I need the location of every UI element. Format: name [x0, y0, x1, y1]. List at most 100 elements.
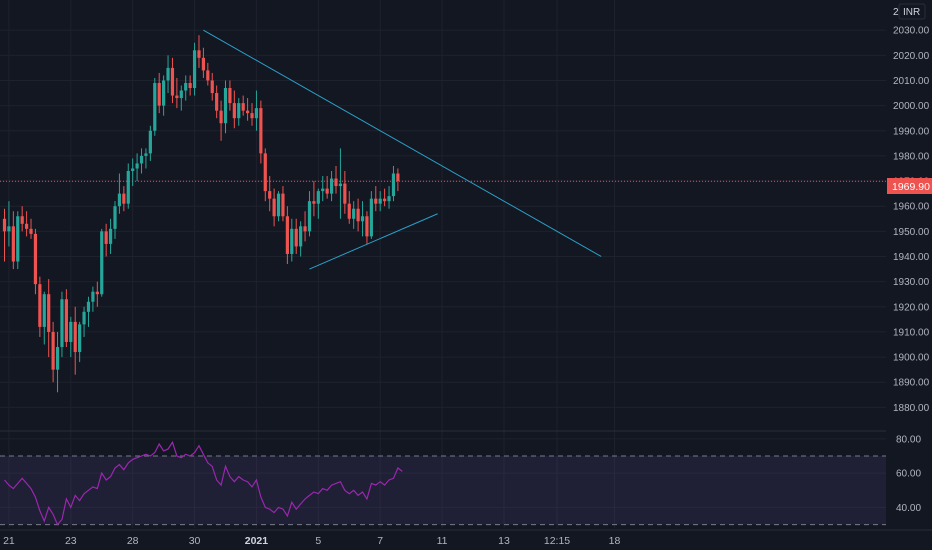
candle[interactable]	[33, 228, 38, 295]
candle[interactable]	[91, 286, 95, 312]
candle[interactable]	[352, 201, 356, 229]
candle[interactable]	[157, 72, 161, 114]
candle[interactable]	[11, 211, 15, 270]
candle[interactable]	[78, 321, 82, 363]
candle[interactable]	[175, 77, 179, 109]
trendline[interactable]	[309, 213, 438, 270]
candle[interactable]	[184, 75, 188, 101]
candle[interactable]	[356, 198, 360, 232]
candle[interactable]	[259, 100, 263, 164]
candle[interactable]	[55, 331, 60, 393]
candle[interactable]	[29, 218, 33, 239]
candle[interactable]	[219, 100, 223, 141]
candle[interactable]	[206, 62, 210, 86]
candle[interactable]	[95, 281, 99, 307]
candle[interactable]	[122, 186, 126, 212]
candle[interactable]	[232, 90, 236, 129]
candle[interactable]	[197, 35, 201, 68]
candle[interactable]	[16, 211, 20, 270]
candle[interactable]	[334, 165, 338, 194]
candle[interactable]	[290, 218, 294, 262]
candle[interactable]	[144, 148, 148, 169]
rsi-axis[interactable]: 80.00 60.00 40.00	[896, 434, 921, 514]
candle[interactable]	[192, 42, 197, 96]
candle[interactable]	[7, 201, 11, 247]
candle[interactable]	[51, 321, 55, 383]
candle[interactable]	[369, 191, 373, 239]
candle[interactable]	[38, 276, 42, 337]
candle[interactable]	[20, 206, 24, 232]
candle[interactable]	[166, 55, 170, 94]
currency-badge[interactable]: 2 INR	[893, 3, 926, 20]
candle[interactable]	[272, 188, 276, 227]
candle[interactable]	[100, 228, 104, 297]
candle[interactable]	[162, 75, 166, 116]
candle[interactable]	[64, 289, 68, 348]
candle-body	[117, 193, 122, 207]
candle[interactable]	[268, 176, 272, 212]
candle[interactable]	[228, 80, 232, 111]
price-candles[interactable]	[2, 35, 400, 393]
candle[interactable]	[108, 218, 113, 254]
candle-body	[219, 110, 223, 124]
candle[interactable]	[374, 186, 378, 212]
trendline[interactable]	[203, 29, 602, 257]
candle[interactable]	[170, 57, 175, 104]
candle[interactable]	[215, 85, 219, 119]
candle[interactable]	[387, 186, 391, 209]
candle[interactable]	[104, 223, 108, 257]
candle[interactable]	[201, 47, 205, 78]
candle[interactable]	[254, 90, 259, 131]
candle[interactable]	[329, 170, 334, 202]
candle[interactable]	[113, 201, 117, 239]
candle[interactable]	[383, 188, 387, 207]
candle[interactable]	[303, 211, 307, 242]
candle[interactable]	[188, 75, 192, 96]
candle[interactable]	[82, 306, 86, 337]
candle[interactable]	[316, 188, 320, 219]
candle[interactable]	[365, 211, 369, 244]
candle[interactable]	[347, 191, 351, 224]
candle[interactable]	[299, 221, 303, 257]
candle[interactable]	[210, 72, 214, 101]
candle[interactable]	[276, 191, 281, 222]
candle[interactable]	[237, 98, 241, 126]
candle[interactable]	[281, 186, 285, 222]
candle[interactable]	[250, 103, 254, 126]
candle[interactable]	[343, 170, 347, 214]
candle[interactable]	[307, 191, 312, 237]
candle[interactable]	[47, 279, 51, 358]
candle[interactable]	[294, 218, 298, 254]
candle[interactable]	[246, 98, 250, 121]
candle[interactable]	[135, 153, 139, 182]
candle[interactable]	[139, 148, 144, 174]
candle[interactable]	[42, 291, 46, 345]
trendline-drawings[interactable]	[203, 29, 602, 270]
candle[interactable]	[117, 173, 122, 214]
candle[interactable]	[360, 201, 365, 237]
candle[interactable]	[148, 125, 152, 161]
candle[interactable]	[391, 165, 396, 202]
candle[interactable]	[325, 176, 329, 199]
candle[interactable]	[126, 163, 130, 209]
candle[interactable]	[2, 208, 7, 262]
candle[interactable]	[321, 176, 325, 202]
candle[interactable]	[285, 206, 289, 265]
candle-body	[38, 284, 42, 327]
candle[interactable]	[378, 191, 382, 212]
candle[interactable]	[86, 296, 91, 327]
time-axis[interactable]: 21 23 28 30 2021 5 7 11 13 12:15 18	[0, 529, 932, 547]
candle[interactable]	[241, 95, 245, 116]
candle[interactable]	[73, 306, 77, 375]
candle[interactable]	[338, 148, 343, 219]
candle[interactable]	[60, 291, 64, 358]
candle[interactable]	[153, 77, 157, 136]
candle[interactable]	[223, 80, 228, 134]
candle[interactable]	[179, 85, 183, 111]
candle[interactable]	[69, 316, 73, 358]
candle[interactable]	[263, 148, 267, 202]
candle[interactable]	[396, 168, 400, 192]
candle[interactable]	[312, 181, 316, 217]
candle[interactable]	[25, 211, 29, 237]
